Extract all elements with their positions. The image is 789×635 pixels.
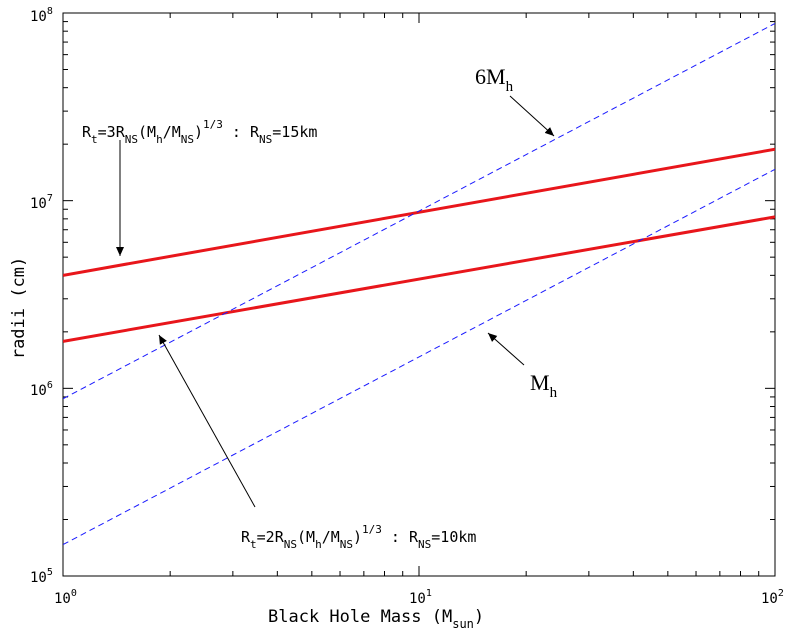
- plot-frame: [62, 12, 776, 577]
- lower-formula-label: Rt=2RNS(Mh/MNS)1/3 : RNS=10km: [241, 523, 476, 551]
- lower-formula-arrow: [158, 334, 256, 508]
- y-tick-label-6: 106: [30, 380, 53, 399]
- six-mh-label: 6Mh: [475, 64, 514, 95]
- mh-label: Mh: [530, 370, 558, 401]
- series-line-0: [63, 147, 775, 277]
- x-tick-label-2: 102: [761, 588, 784, 607]
- series-group: [63, 22, 775, 546]
- x-tick-label-1: 101: [409, 588, 432, 607]
- six-mh-arrow: [509, 95, 555, 137]
- axis-ticks: [62, 12, 776, 577]
- series-line-3: [63, 168, 775, 546]
- y-axis-label: radii (cm): [9, 257, 29, 359]
- y-tick-label-7: 107: [30, 193, 53, 212]
- x-axis-label: Black Hole Mass (Msun): [268, 607, 484, 631]
- series-line-1: [63, 215, 775, 343]
- y-tick-label-8: 108: [30, 6, 53, 25]
- upper-formula-label: Rt=3RNS(Mh/MNS)1/3 : RNS=15km: [82, 118, 317, 146]
- y-tick-label-5: 105: [30, 567, 53, 586]
- x-tick-label-0: 100: [54, 588, 77, 607]
- series-line-2: [63, 22, 775, 400]
- mh-arrow: [487, 332, 525, 366]
